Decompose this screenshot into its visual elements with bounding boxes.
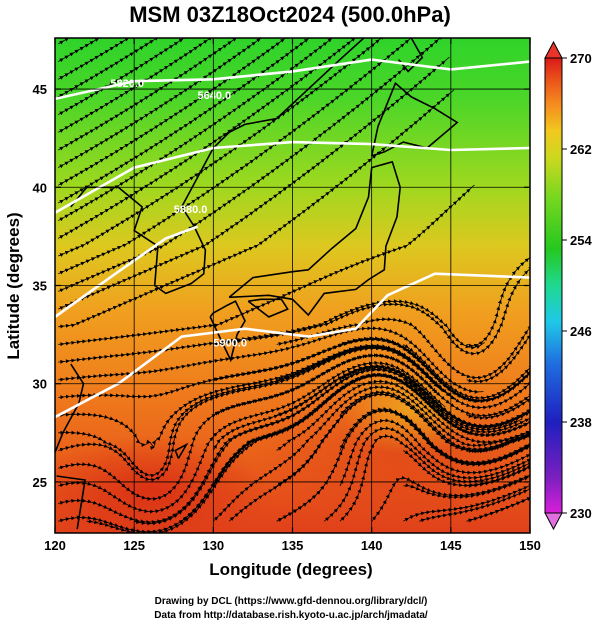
colorbar-top-arrow bbox=[544, 40, 563, 59]
contour-label: 5880.0 bbox=[174, 204, 208, 216]
wind-streamlines bbox=[57, 38, 530, 533]
colorbar: 230 238 246 254 262 270 bbox=[544, 40, 592, 531]
xtick-label-145: 145 bbox=[440, 538, 462, 553]
contour-label: 5820.0 bbox=[110, 78, 144, 90]
streamline bbox=[466, 257, 530, 348]
coastline-segment bbox=[56, 475, 87, 530]
credit-line-1: Drawing by DCL (https://www.gfd-dennou.o… bbox=[155, 596, 428, 607]
contour-label: 5640.0 bbox=[198, 90, 232, 102]
ytick-label-45: 45 bbox=[33, 82, 47, 97]
streamline bbox=[57, 38, 104, 63]
xtick-label-120: 120 bbox=[44, 538, 66, 553]
gridlines bbox=[55, 38, 530, 533]
xtick-label-130: 130 bbox=[202, 538, 224, 553]
colorbar-label-246: 246 bbox=[570, 324, 592, 339]
colorbar-label-270: 270 bbox=[570, 51, 592, 66]
coastline-segment bbox=[209, 300, 246, 363]
colorbar-bottom-arrow bbox=[544, 512, 563, 531]
chart-title: MSM 03Z18Oct2024 (500.0hPa) bbox=[129, 2, 451, 27]
colorbar-label-238: 238 bbox=[570, 415, 592, 430]
plot-area: 5820.0 5640.0 5880.0 5900.0 bbox=[55, 38, 530, 533]
warm-core-southwest bbox=[55, 435, 270, 533]
coastline-segment bbox=[228, 160, 402, 317]
coastline-segment bbox=[174, 442, 189, 459]
ytick-label-25: 25 bbox=[33, 475, 47, 490]
x-tick-labels: 120 125 130 135 140 145 150 bbox=[44, 538, 541, 553]
axis-tick-marks bbox=[54, 38, 531, 533]
x-axis-label: Longitude (degrees) bbox=[209, 560, 372, 579]
xtick-label-150: 150 bbox=[519, 538, 541, 553]
ytick-label-30: 30 bbox=[33, 377, 47, 392]
colorbar-label-230: 230 bbox=[570, 506, 592, 521]
credit-line-2: Data from http://database.rish.kyoto-u.a… bbox=[154, 610, 428, 621]
height-contour bbox=[55, 272, 530, 419]
y-tick-labels: 25 30 35 40 45 bbox=[33, 82, 47, 490]
ytick-label-40: 40 bbox=[33, 180, 47, 195]
streamline bbox=[466, 497, 530, 523]
streamline bbox=[323, 426, 530, 522]
ytick-label-35: 35 bbox=[33, 279, 47, 294]
xtick-label-125: 125 bbox=[123, 538, 145, 553]
coastline-segment bbox=[70, 38, 365, 295]
contour-label: 5900.0 bbox=[213, 337, 247, 349]
height-contour bbox=[55, 225, 198, 318]
colorbar-label-254: 254 bbox=[570, 233, 592, 248]
coastline-segment bbox=[247, 298, 289, 318]
xtick-label-135: 135 bbox=[282, 538, 304, 553]
colorbar-label-262: 262 bbox=[570, 142, 592, 157]
xtick-label-140: 140 bbox=[361, 538, 383, 553]
y-axis-label: Latitude (degrees) bbox=[4, 212, 23, 359]
colorbar-gradient bbox=[544, 57, 563, 514]
contour-label-layer: 5820.0 5640.0 5880.0 5900.0 bbox=[110, 78, 247, 349]
